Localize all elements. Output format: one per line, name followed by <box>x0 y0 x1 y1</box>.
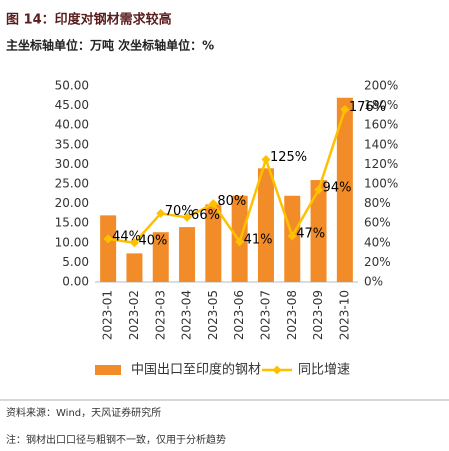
bar <box>126 253 143 282</box>
value-label: 125% <box>270 150 307 165</box>
y2-tick-label: 40% <box>364 235 391 249</box>
marker <box>340 105 350 115</box>
legend-label: 同比增速 <box>298 363 350 378</box>
x-tick-label: 2023-06 <box>232 290 246 340</box>
marker <box>314 185 324 195</box>
value-label: 47% <box>296 226 325 241</box>
bar <box>257 168 274 282</box>
y-tick-label: 45.00 <box>55 98 89 112</box>
bar <box>179 227 196 282</box>
chart-subtitle: 主坐标轴单位：万吨 次坐标轴单位：% <box>6 38 214 53</box>
value-label: 176% <box>349 100 386 115</box>
y2-tick-label: 160% <box>364 118 398 132</box>
x-tick-label: 2023-01 <box>101 290 115 340</box>
x-tick-label: 2023-08 <box>285 290 299 340</box>
chart-title: 图 14：印度对钢材需求较高 <box>6 12 172 28</box>
y2-tick-label: 120% <box>364 157 398 171</box>
legend-marker <box>272 365 282 375</box>
y-tick-label: 50.00 <box>55 79 89 93</box>
value-label: 66% <box>191 208 220 223</box>
legend-label: 中国出口至印度的钢材 <box>131 362 261 378</box>
x-tick-label: 2023-09 <box>311 290 325 340</box>
bar <box>100 215 117 282</box>
x-tick-label: 2023-03 <box>153 290 167 340</box>
y2-tick-label: 100% <box>364 177 398 191</box>
y-tick-label: 0.00 <box>62 275 89 289</box>
y-tick-label: 35.00 <box>55 137 89 151</box>
x-tick-label: 2023-10 <box>337 290 351 340</box>
bar <box>205 204 222 282</box>
y-tick-label: 5.00 <box>62 255 89 269</box>
x-tick-label: 2023-04 <box>180 290 194 340</box>
x-tick-label: 2023-02 <box>127 290 141 340</box>
y2-tick-label: 80% <box>364 196 391 210</box>
y2-tick-label: 200% <box>364 79 398 93</box>
value-label: 80% <box>217 194 246 209</box>
source: 资料来源：Wind，天风证券研究所 <box>6 406 161 419</box>
y-tick-label: 15.00 <box>55 216 89 230</box>
marker <box>156 208 166 218</box>
x-tick-label: 2023-07 <box>258 290 272 340</box>
y-tick-label: 25.00 <box>55 177 89 191</box>
marker <box>208 199 218 209</box>
x-tick-label: 2023-05 <box>206 290 220 340</box>
y-tick-label: 10.00 <box>55 235 89 249</box>
y2-tick-label: 0% <box>364 275 383 289</box>
line <box>107 109 347 245</box>
marker <box>103 234 113 244</box>
y2-tick-label: 60% <box>364 216 391 230</box>
y-tick-label: 30.00 <box>55 157 89 171</box>
value-label: 94% <box>323 180 352 195</box>
legend-swatch <box>95 365 121 375</box>
marker <box>287 231 297 241</box>
marker <box>182 212 192 222</box>
y-tick-label: 20.00 <box>55 196 89 210</box>
y2-tick-label: 180% <box>364 98 398 112</box>
marker <box>235 237 245 247</box>
bar <box>310 180 327 282</box>
y2-tick-label: 140% <box>364 137 398 151</box>
bar <box>152 232 169 282</box>
value-label: 40% <box>138 233 167 248</box>
bar <box>336 97 353 282</box>
value-label: 41% <box>244 232 273 247</box>
y-tick-label: 40.00 <box>55 118 89 132</box>
marker <box>129 238 139 248</box>
marker <box>261 155 271 164</box>
note: 注：钢材出口口径与粗钢不一致，仅用于分析趋势 <box>6 433 226 446</box>
y2-tick-label: 20% <box>364 255 391 269</box>
